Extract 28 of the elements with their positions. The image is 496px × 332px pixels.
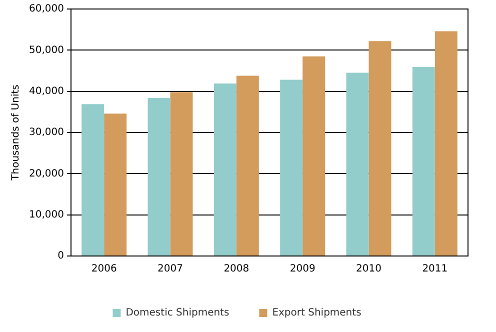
y-axis-title: Thousands of Units [10,84,22,182]
x-tick-label: 2009 [290,264,316,275]
bar [280,80,303,256]
y-tick-label: 0 [58,250,64,262]
y-tick-label: 40,000 [28,86,64,97]
y-tick-label: 30,000 [28,127,64,138]
bar [368,41,392,256]
y-tick-label: 20,000 [28,168,64,180]
x-tick-label: 2011 [422,264,448,275]
bar [236,76,259,256]
y-tick-label: 60,000 [28,4,64,15]
x-tick-label: 2008 [224,264,250,275]
legend-label: Export Shipments [272,308,362,319]
bar [170,92,193,256]
y-tick-label: 50,000 [28,44,64,56]
bar [148,98,170,256]
y-tick-label: 10,000 [28,209,64,220]
bar [434,31,458,256]
x-tick-label: 2010 [356,264,382,275]
bar [346,72,369,256]
legend-label: Domestic Shipments [126,308,230,319]
bar [412,67,435,256]
bar [82,104,104,256]
bar [104,114,127,256]
x-tick-label: 2006 [91,264,117,275]
bar [302,56,326,256]
x-tick-label: 2007 [158,264,183,275]
bar [214,84,236,256]
